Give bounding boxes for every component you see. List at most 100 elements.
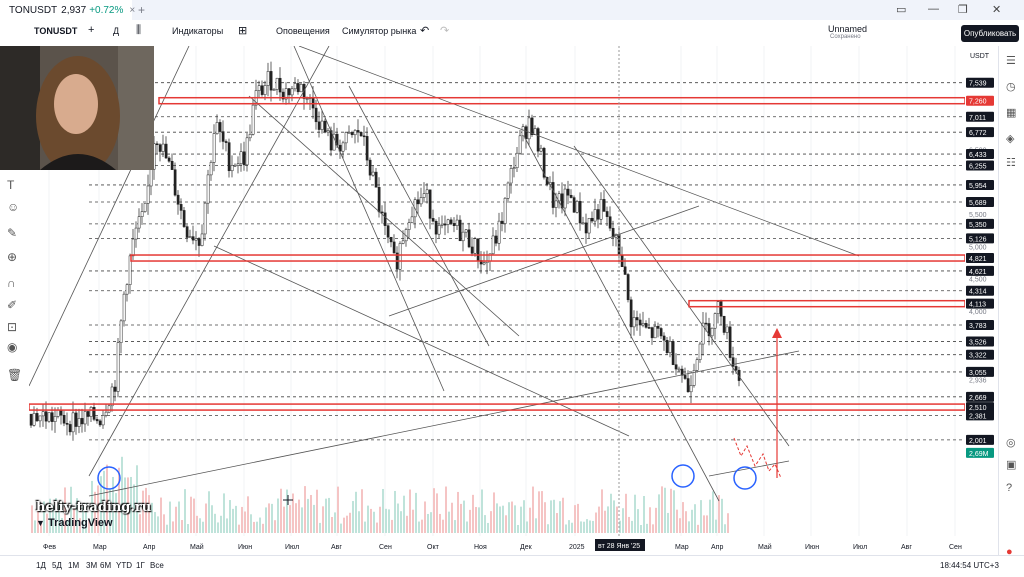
- candle-body: [68, 424, 72, 433]
- layout-name[interactable]: Unnamed: [828, 24, 868, 34]
- candle-body: [221, 131, 225, 142]
- volume-bar: [199, 518, 201, 533]
- templates-icon[interactable]: ⊞: [238, 25, 248, 37]
- time-label: Фев: [43, 544, 56, 551]
- timeframe-5[interactable]: YTD: [116, 561, 132, 570]
- trend-line: [29, 46, 190, 387]
- ruler-icon[interactable]: ✎: [7, 226, 18, 240]
- indicators-button[interactable]: Индикаторы: [172, 26, 224, 36]
- candle-body: [128, 255, 132, 285]
- compare-icon[interactable]: +: [88, 24, 95, 36]
- volume-bar: [664, 487, 666, 533]
- candle-body: [320, 120, 324, 130]
- browser-tab-bar: TONUSDT 2,937 +0.72% × + ▭ — ❐ ✕: [0, 0, 1024, 21]
- price-chart[interactable]: USDT7,5397,2607,0116,7726,5006,4336,2555…: [29, 46, 998, 555]
- timeframe-3[interactable]: 3М: [86, 561, 98, 570]
- candle-body: [53, 416, 57, 422]
- redo-icon[interactable]: ↷: [440, 25, 450, 37]
- candle-body: [350, 132, 354, 136]
- trash-icon[interactable]: 🗑: [7, 368, 23, 382]
- candle-body: [110, 386, 114, 407]
- profile-icon[interactable]: ●: [1006, 546, 1013, 558]
- target-icon[interactable]: ◎: [1006, 437, 1016, 449]
- volume-bar: [268, 503, 270, 533]
- maximize-icon[interactable]: ❐: [958, 4, 968, 16]
- lock-icon[interactable]: ⊡: [7, 320, 18, 334]
- text-tool-icon[interactable]: T: [7, 178, 15, 192]
- tab-close-icon[interactable]: ×: [129, 4, 136, 16]
- emoji-icon[interactable]: ☺: [7, 200, 20, 214]
- candle-body: [701, 322, 705, 345]
- publish-button[interactable]: Опубликовать: [961, 25, 1019, 42]
- volume-bar: [703, 515, 705, 533]
- replay-button[interactable]: Симулятор рынка: [342, 26, 417, 36]
- candle-body: [398, 243, 402, 270]
- price-tag-bg: [966, 319, 994, 330]
- new-tab-icon[interactable]: +: [138, 3, 146, 17]
- candle-body: [131, 238, 135, 257]
- volume-bar: [259, 517, 261, 533]
- chat-icon[interactable]: ▣: [1006, 459, 1017, 471]
- watchlist-icon[interactable]: ☰: [1006, 55, 1016, 67]
- volume-bar: [31, 505, 33, 533]
- notifications-icon[interactable]: ☷: [1006, 157, 1016, 169]
- volume-bar: [145, 487, 147, 533]
- magnet-icon[interactable]: ∩: [7, 276, 16, 290]
- volume-bar: [367, 505, 369, 533]
- volume-bar: [454, 520, 456, 533]
- calendar-icon[interactable]: ▦: [1006, 107, 1017, 119]
- timeframe-2[interactable]: 1М: [68, 561, 80, 570]
- price-tag-bg: [966, 285, 994, 296]
- help-icon[interactable]: ?: [1006, 482, 1013, 494]
- volume-bar: [694, 504, 696, 533]
- interval-button[interactable]: Д: [113, 26, 120, 36]
- volume-bar: [718, 495, 720, 533]
- candle-body: [191, 236, 195, 241]
- volume-bar: [592, 520, 594, 533]
- candle-body: [278, 77, 282, 93]
- window-close-icon[interactable]: ✕: [992, 4, 1002, 16]
- volume-bar: [529, 507, 531, 533]
- undo-icon[interactable]: ↶: [420, 25, 430, 37]
- cast-icon[interactable]: ▭: [896, 4, 907, 16]
- target-arrow-head: [772, 328, 782, 338]
- clock: 18:44:54 UTC+3: [940, 561, 999, 570]
- eye-icon[interactable]: ◉: [7, 340, 18, 354]
- timeframe-4[interactable]: 6М: [100, 561, 112, 570]
- timeframe-6[interactable]: 1Г: [136, 561, 145, 570]
- volume-bar: [505, 515, 507, 533]
- alerts-button[interactable]: Оповещения: [276, 26, 330, 36]
- zoom-icon[interactable]: ⊕: [7, 250, 18, 264]
- volume-bar: [688, 521, 690, 533]
- volume-bar: [106, 464, 108, 533]
- price-tag: 5,350: [969, 222, 987, 229]
- alerts-clock-icon[interactable]: ◷: [1006, 81, 1016, 93]
- volume-bar: [613, 500, 615, 533]
- volume-bar: [166, 524, 168, 533]
- candle-body: [686, 378, 690, 393]
- volume-bar: [64, 487, 66, 533]
- volume-bar: [700, 500, 702, 533]
- volume-bar: [184, 489, 186, 533]
- minimize-icon[interactable]: —: [928, 3, 939, 15]
- price-tag: 2,381: [969, 413, 987, 420]
- trend-line: [248, 95, 520, 337]
- candle-body: [569, 194, 573, 198]
- trend-line: [88, 350, 800, 497]
- symbol-search[interactable]: TONUSDT: [34, 26, 78, 36]
- volume-bar: [427, 513, 429, 533]
- layers-icon[interactable]: ◈: [1006, 133, 1015, 145]
- timeframe-0[interactable]: 1Д: [36, 561, 46, 570]
- lock-draw-icon[interactable]: ✐: [7, 298, 18, 312]
- time-axis: [29, 536, 998, 555]
- chart-tab[interactable]: TONUSDT 2,937 +0.72% ×: [0, 0, 136, 20]
- candle-body: [566, 188, 570, 196]
- candles-icon[interactable]: ⫼: [136, 24, 142, 36]
- timeframe-1[interactable]: 5Д: [52, 561, 62, 570]
- time-label: 2025: [569, 544, 585, 551]
- volume-bar: [97, 485, 99, 533]
- price-tag: 7,260: [969, 99, 987, 106]
- candle-body: [272, 89, 276, 91]
- timeframe-7[interactable]: Все: [150, 561, 164, 570]
- candle-body: [260, 85, 264, 95]
